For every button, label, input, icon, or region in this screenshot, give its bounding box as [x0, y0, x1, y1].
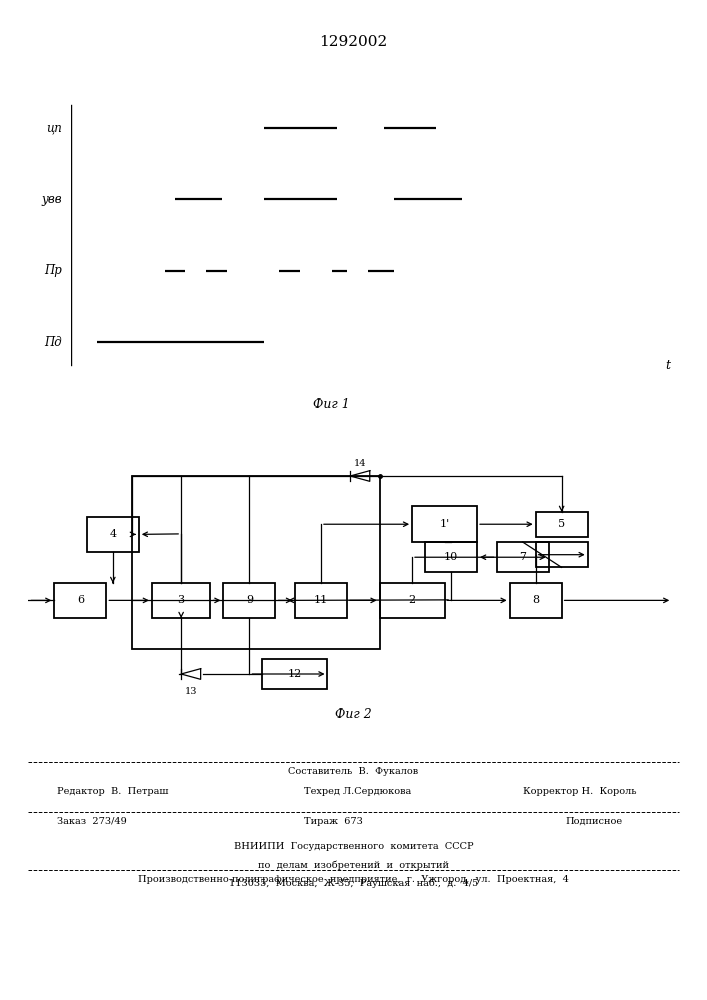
Text: Составитель  В.  Фукалов: Составитель В. Фукалов — [288, 767, 419, 776]
Text: 8: 8 — [532, 595, 539, 605]
Text: 7: 7 — [519, 552, 526, 562]
Text: 11: 11 — [314, 595, 328, 605]
Text: Редактор  В.  Петраш: Редактор В. Петраш — [57, 787, 168, 796]
Bar — [87, 517, 139, 552]
Text: Пр: Пр — [45, 264, 62, 277]
Text: 10: 10 — [444, 552, 458, 562]
Bar — [536, 542, 588, 567]
Bar — [536, 512, 588, 537]
Text: 1292002: 1292002 — [320, 35, 387, 49]
Bar — [380, 583, 445, 618]
Bar — [262, 659, 327, 689]
Text: Подписное: Подписное — [566, 817, 623, 826]
Text: цп: цп — [46, 121, 62, 134]
Text: Корректор Н.  Король: Корректор Н. Король — [522, 787, 636, 796]
Bar — [223, 583, 276, 618]
Text: 4: 4 — [110, 529, 117, 539]
Text: 5: 5 — [558, 519, 565, 529]
Text: 1': 1' — [440, 519, 450, 529]
Bar — [295, 583, 347, 618]
Bar — [132, 476, 380, 649]
Text: Производственно-полиграфическое  предприятие,  г.  Ужгород,  ул.  Проектная,  4: Производственно-полиграфическое предприя… — [138, 875, 569, 884]
Bar — [496, 542, 549, 572]
Bar — [425, 542, 477, 572]
Text: 3: 3 — [177, 595, 185, 605]
Bar — [510, 583, 561, 618]
Text: Фиг 2: Фиг 2 — [335, 708, 372, 721]
Text: 14: 14 — [354, 459, 366, 468]
Bar — [412, 506, 477, 542]
Text: 113035,  Москва,  Ж-35,  Раушская  наб.,  д.  4/5: 113035, Москва, Ж-35, Раушская наб., д. … — [229, 878, 478, 888]
Text: ВНИИПИ  Государственного  комитета  СССР: ВНИИПИ Государственного комитета СССР — [234, 842, 473, 851]
Text: 9: 9 — [246, 595, 253, 605]
Text: Тираж  673: Тираж 673 — [304, 817, 363, 826]
Bar — [152, 583, 211, 618]
Bar — [54, 583, 106, 618]
Text: t: t — [665, 359, 670, 372]
Text: 13: 13 — [185, 687, 197, 696]
Text: 6: 6 — [77, 595, 84, 605]
Text: 12: 12 — [288, 669, 302, 679]
Text: Заказ  273/49: Заказ 273/49 — [57, 817, 127, 826]
Text: Фиг 1: Фиг 1 — [313, 398, 350, 411]
Text: Пд: Пд — [45, 336, 62, 349]
Text: по  делам  изобретений  и  открытий: по делам изобретений и открытий — [258, 860, 449, 869]
Text: 2: 2 — [409, 595, 416, 605]
Text: Техред Л.Сердюкова: Техред Л.Сердюкова — [304, 787, 411, 796]
Text: увв: увв — [42, 193, 62, 206]
